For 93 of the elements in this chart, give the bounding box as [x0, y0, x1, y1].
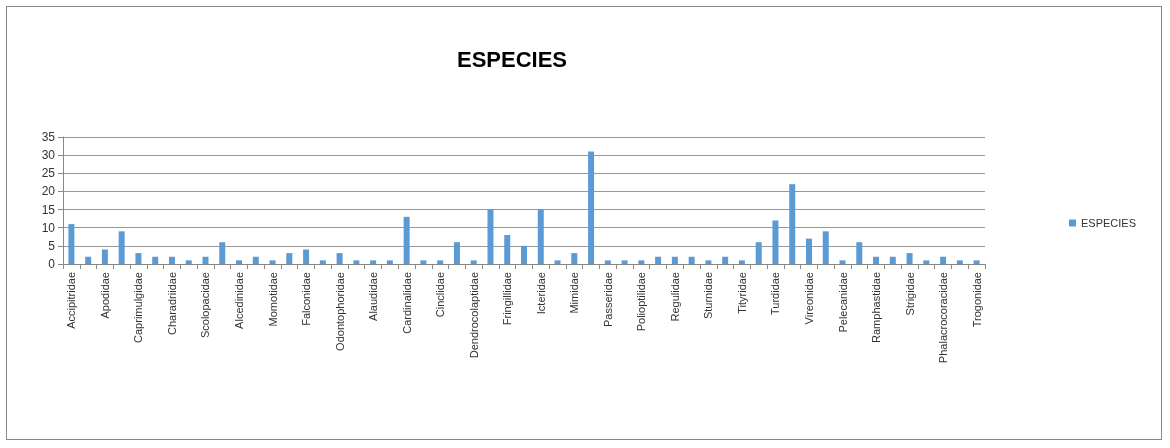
y-tick-label: 20 — [41, 184, 56, 199]
bar — [185, 260, 192, 264]
x-tick-label: Regulidae — [668, 272, 681, 322]
x-tick-label: Charadriidae — [165, 272, 178, 335]
x-tick-label: Sturnidae — [702, 272, 715, 320]
bar — [487, 209, 494, 264]
bar — [68, 224, 75, 264]
bar — [453, 242, 460, 264]
bar — [738, 260, 745, 264]
bar — [336, 253, 343, 264]
bar — [286, 253, 293, 264]
bar — [571, 253, 578, 264]
x-tick-label: Alcedinidae — [233, 272, 246, 329]
x-tick-label: Turdidae — [769, 272, 782, 316]
bar — [236, 260, 243, 264]
x-tick-label: Trogonidae — [970, 272, 983, 328]
bar — [353, 260, 360, 264]
bar — [303, 249, 310, 264]
bar — [671, 256, 678, 264]
legend-label: ESPECIES — [1080, 217, 1137, 229]
bar — [420, 260, 427, 264]
bar — [202, 256, 209, 264]
bar — [772, 220, 779, 264]
x-tick-label: Falconidae — [300, 272, 313, 326]
bar — [437, 260, 444, 264]
y-tick-label: 10 — [41, 220, 56, 235]
bar — [755, 242, 762, 264]
bar — [470, 260, 477, 264]
chart-title: ESPECIES — [456, 46, 568, 72]
x-tick-label: Accipitridae — [65, 272, 78, 329]
x-tick-label: Momotidae — [266, 272, 279, 327]
bar — [504, 234, 511, 264]
x-tick-label: Ramphastidae — [870, 272, 883, 343]
bar — [554, 260, 561, 264]
x-tick-label: Vireonidae — [802, 272, 815, 325]
bar — [722, 256, 729, 264]
bar — [252, 256, 259, 264]
x-tick-label: Dendrocolaptidae — [467, 272, 480, 359]
bar — [168, 256, 175, 264]
bar — [521, 245, 527, 264]
bar — [604, 260, 611, 264]
x-tick-label: Pelecanidae — [836, 272, 849, 333]
x-tick-label: Odontophoridae — [333, 272, 346, 351]
x-tick-label: Scolopacidae — [199, 272, 212, 339]
bar — [85, 256, 92, 264]
x-tick-label: Phalacrocoracidae — [937, 272, 950, 364]
x-tick-label: Apodidae — [98, 272, 111, 319]
bar — [269, 260, 276, 264]
bar — [403, 216, 410, 264]
bar — [386, 260, 393, 264]
bar — [688, 256, 695, 264]
y-tick-label: 25 — [41, 166, 56, 181]
x-tick-label: Tityridae — [735, 272, 748, 314]
bar — [621, 260, 628, 264]
bar — [856, 242, 863, 264]
y-tick-label: 30 — [41, 148, 56, 163]
bar — [588, 151, 595, 264]
bar — [839, 260, 846, 264]
bar — [370, 260, 377, 264]
bar — [956, 260, 963, 264]
bar — [923, 260, 930, 264]
bar — [219, 242, 226, 264]
x-tick-label: Cardinalidae — [400, 272, 413, 334]
x-tick-label: Strigidae — [903, 272, 916, 316]
x-tick-label: Icteridae — [534, 272, 547, 315]
bar — [940, 256, 947, 264]
y-tick-label: 0 — [48, 257, 56, 271]
x-tick-label: Alaudidae — [367, 272, 380, 321]
x-tick-label: Cinclidae — [434, 272, 447, 318]
bar — [655, 256, 662, 264]
x-tick-label: Passeridae — [601, 272, 614, 328]
bar — [889, 256, 896, 264]
bar — [638, 260, 645, 264]
bar — [822, 231, 829, 264]
x-tick-label: Polioptilidae — [635, 272, 648, 332]
y-tick-label: 35 — [41, 130, 56, 144]
x-tick-label: Mimidae — [568, 272, 581, 314]
x-tick-label: Caprimulgidae — [132, 272, 145, 343]
bar — [319, 260, 326, 264]
bar — [101, 249, 108, 264]
y-tick-label: 5 — [48, 238, 56, 253]
bar — [873, 256, 880, 264]
x-tick-label: Fringillidae — [501, 272, 514, 326]
bar — [805, 238, 812, 264]
bar — [973, 260, 980, 264]
y-tick-label: 15 — [41, 202, 56, 217]
bar — [135, 253, 142, 264]
bar — [118, 231, 125, 264]
bar — [906, 253, 913, 264]
bar — [705, 260, 712, 264]
bar — [537, 209, 544, 264]
bar — [789, 184, 796, 264]
bar — [152, 256, 159, 264]
